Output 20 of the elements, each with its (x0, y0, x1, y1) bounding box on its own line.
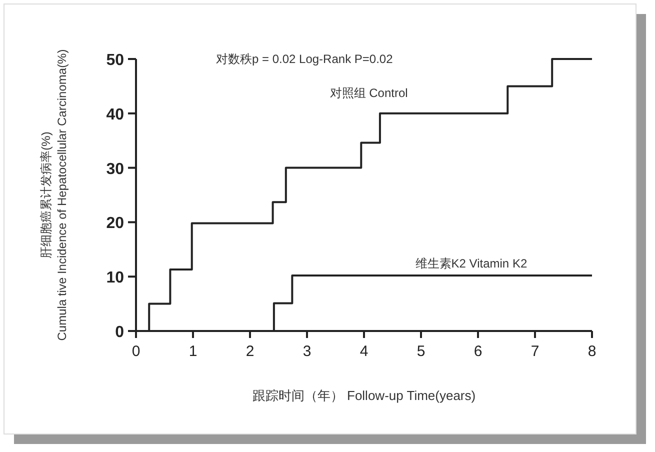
x-axis-title: 跟踪时间（年） Follow-up Time(years) (252, 388, 476, 403)
x-tick-label: 2 (246, 343, 254, 360)
x-tick-label: 1 (188, 343, 198, 360)
y-tick-label: 40 (106, 106, 124, 124)
x-tick-label: 0 (132, 343, 140, 360)
y-axis-title: 肝细胞癌累计发病率(%) Cumula tive Incidence of Hepatocellular Carcinoma(%) (39, 49, 69, 341)
x-tick-label: 7 (530, 343, 540, 360)
series-label: 维生素K2 Vitamin K2 (415, 256, 528, 270)
x-tick-label: 4 (360, 343, 368, 360)
x-tick-label: 5 (416, 343, 426, 360)
y-tick-label: 10 (106, 270, 124, 287)
y-tick-label: 0 (115, 324, 124, 341)
y-tick-label: 30 (106, 160, 124, 178)
y-tick-label: 20 (106, 215, 124, 232)
annotation: 对数秩p = 0.02 Log-Rank P=0.02 (216, 52, 394, 66)
x-tick-label: 6 (474, 343, 482, 360)
series-label: 对照组 Control (330, 86, 408, 100)
x-tick-label: 3 (302, 343, 312, 360)
y-tick-label: 50 (106, 52, 124, 69)
x-tick-label: 8 (588, 343, 596, 360)
